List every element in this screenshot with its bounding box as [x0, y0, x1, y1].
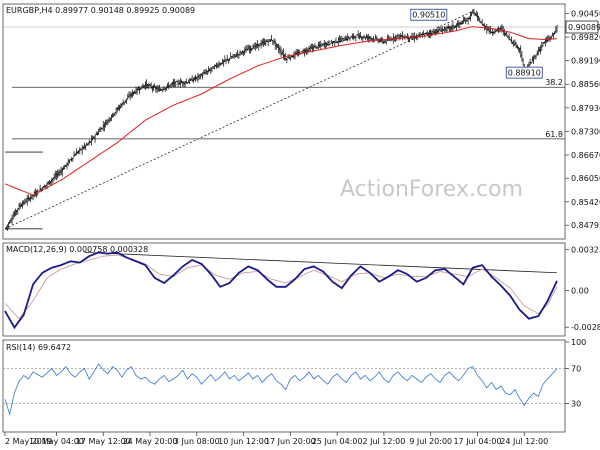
macd-panel-title: MACD(12,26,9) 0.000758 0.000328	[6, 245, 148, 254]
rsi-y-tick-label: 30	[571, 400, 581, 409]
x-tick-label: 24 Jul 12:00	[500, 437, 548, 446]
rsi-line	[4, 363, 558, 416]
macd-y-tick-label: -0.002868	[571, 323, 600, 332]
x-tick-label: 10 May 04:00	[29, 437, 84, 446]
price-panel-frame	[2, 3, 566, 240]
macd-panel-frame	[2, 242, 566, 337]
x-tick-label: 2 Jul 12:00	[362, 437, 405, 446]
macd-signal-line	[4, 254, 558, 320]
x-tick-label: 2 May 2019	[5, 437, 52, 446]
rsi-y-tick-label: 70	[571, 364, 581, 373]
macd-line	[4, 251, 558, 330]
price-annotation-label: 0.88910	[508, 69, 541, 78]
macd-y-tick-label: 0.00	[571, 287, 589, 296]
x-tick-label: 10 Jun 12:00	[218, 437, 269, 446]
x-tick-label: 17 Jul 04:00	[453, 437, 501, 446]
price-annotation-box	[505, 66, 543, 79]
price-panel-title: EURGBP,H4 0.89977 0.90148 0.89925 0.9008…	[6, 6, 195, 15]
macd-panel: 0.003239 0.00 -0.002868	[4, 245, 600, 332]
rsi-panel-title: RSI(14) 69.6472	[6, 343, 71, 352]
rsi-panel: 100 70 30	[3, 338, 586, 416]
rsi-y-tick-label: 100	[571, 338, 586, 347]
price-annotation-label: 0.90510	[412, 11, 445, 20]
x-tick-label: 17 May 12:00	[76, 437, 131, 446]
watermark: ActionForex.com	[340, 177, 523, 202]
price-annotation-box	[410, 8, 448, 21]
macd-trendline	[84, 251, 558, 274]
x-tick-label: 3 Jun 08:00	[174, 437, 220, 446]
last-price-box	[565, 20, 599, 34]
x-tick-label: 9 Jul 20:00	[409, 437, 452, 446]
x-tick-label: 17 Jun 20:00	[265, 437, 316, 446]
x-tick-label: 25 Jun 04:00	[312, 437, 363, 446]
moving-average-line	[4, 26, 558, 196]
x-tick-label: 24 May 20:00	[123, 437, 178, 446]
last-price-label: 0.90089	[568, 23, 600, 32]
price-y-tick-label: 0.84795	[571, 221, 600, 230]
macd-y-tick-label: 0.003239	[571, 245, 600, 254]
rsi-panel-frame	[2, 339, 566, 433]
fib-level-label: 38.2	[545, 78, 563, 87]
trendline	[4, 10, 473, 230]
fib-level-label: 61.8	[545, 130, 563, 139]
